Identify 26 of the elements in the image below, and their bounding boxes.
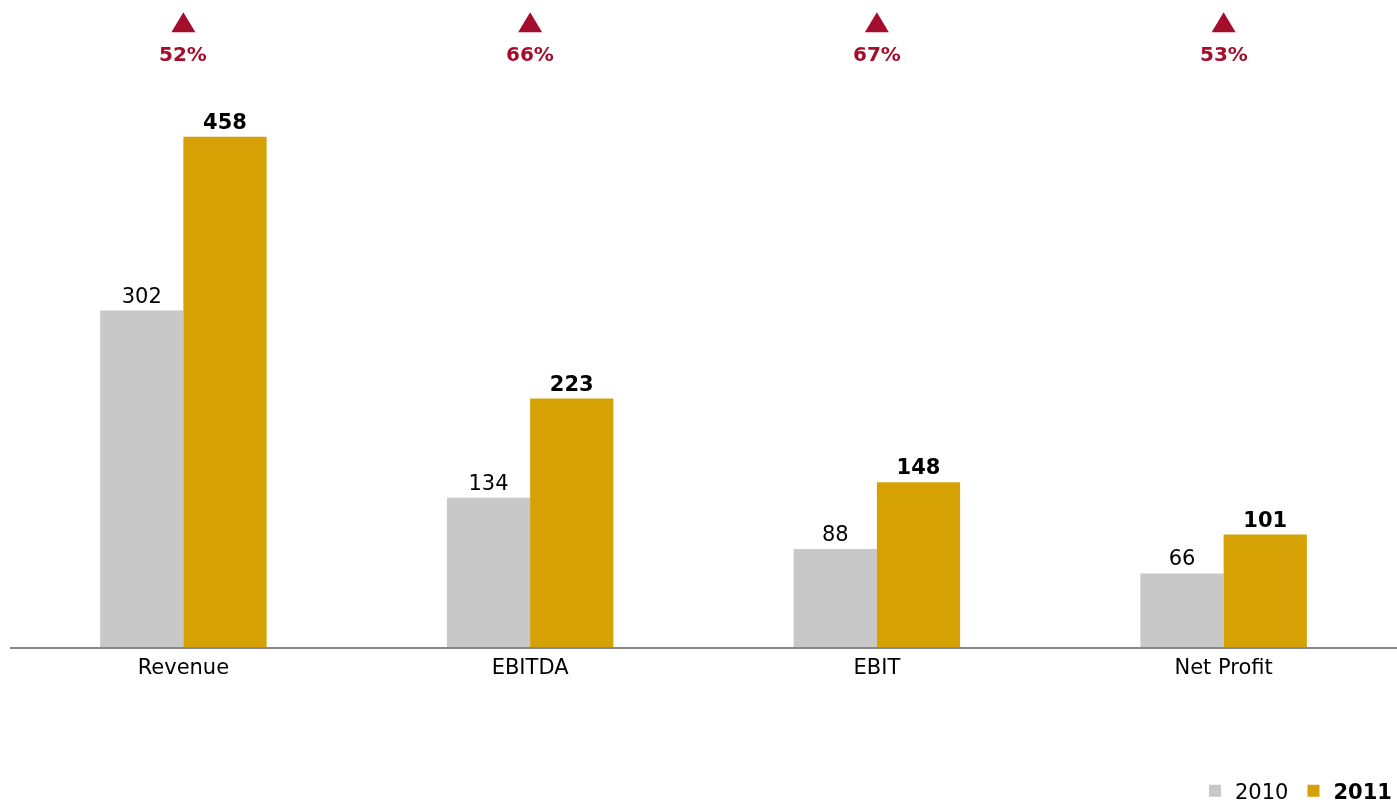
bar xyxy=(876,482,961,647)
legend-label: 2010 xyxy=(1235,779,1289,804)
data-label: 88 xyxy=(821,521,849,546)
bar xyxy=(793,548,877,647)
data-label: 101 xyxy=(1243,507,1288,532)
data-label: 66 xyxy=(1168,546,1196,571)
bar xyxy=(530,398,614,647)
data-label: 458 xyxy=(203,109,247,134)
text: 52% xyxy=(159,42,207,66)
bar xyxy=(183,136,267,647)
bar xyxy=(1140,573,1224,647)
data-label: 148 xyxy=(896,455,941,480)
text: 66% xyxy=(506,42,554,66)
x-tick-label: Revenue xyxy=(137,655,230,680)
x-tick-label: EBITDA xyxy=(491,655,570,680)
data-label: 302 xyxy=(121,283,162,308)
bar xyxy=(446,497,531,647)
data-label: 223 xyxy=(549,371,594,396)
text: 67% xyxy=(853,42,901,66)
legend-label: 2011 xyxy=(1333,779,1392,804)
x-tick-label: Net Profit xyxy=(1174,655,1273,680)
bar xyxy=(100,310,184,647)
data-label: 134 xyxy=(468,470,509,495)
text: 53% xyxy=(1200,42,1248,66)
bar xyxy=(1223,534,1307,647)
x-tick-label: EBIT xyxy=(853,655,901,680)
